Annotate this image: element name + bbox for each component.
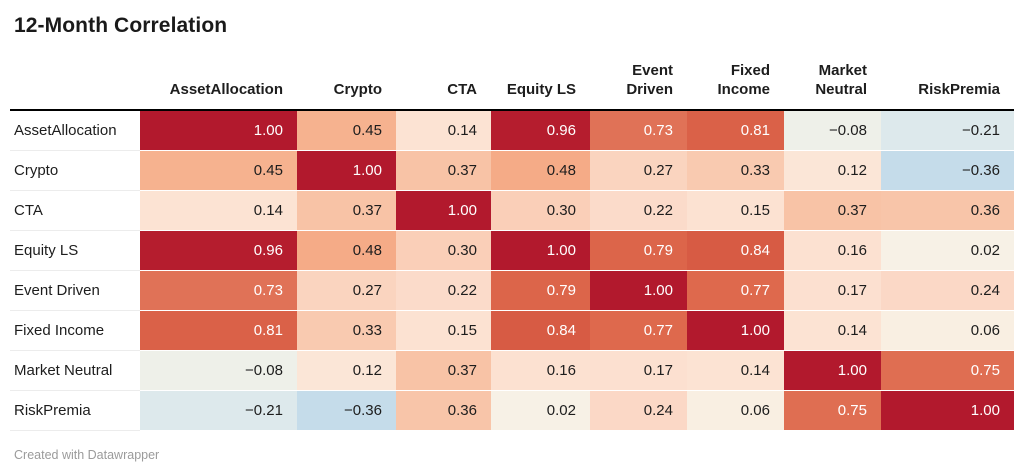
- matrix-cell: 0.17: [784, 270, 881, 311]
- table-row: Fixed Income 0.81 0.33 0.15 0.84 0.77 1.00 0.14…: [10, 310, 1014, 351]
- column-header: Market Neutral: [784, 52, 881, 111]
- table-row: Event Driven 0.73 0.27 0.22 0.79 1.00 0.77 0.17…: [10, 270, 1014, 311]
- table-row: Crypto 0.45 1.00 0.37 0.48 0.27 0.33 0.12 −0.36: [10, 150, 1014, 191]
- matrix-cell: 0.96: [140, 230, 297, 271]
- header-row: AssetAllocation Crypto CTA Equity LS Event D…: [10, 52, 1014, 111]
- matrix-cell: 0.45: [297, 110, 396, 151]
- matrix-cell: 0.75: [881, 350, 1014, 391]
- matrix-cell: 0.14: [396, 110, 491, 151]
- matrix-cell: 0.22: [396, 270, 491, 311]
- matrix-cell: 0.06: [881, 310, 1014, 351]
- matrix-cell: 1.00: [590, 270, 687, 311]
- matrix-cell: 0.36: [396, 390, 491, 431]
- table-body: AssetAllocation 1.00 0.45 0.14 0.96 0.73 0.81−…: [10, 110, 1014, 431]
- matrix-cell: −0.08: [140, 350, 297, 391]
- matrix-cell: 0.16: [784, 230, 881, 271]
- matrix-cell: 1.00: [396, 190, 491, 231]
- matrix-cell: 1.00: [784, 350, 881, 391]
- matrix-cell: 0.36: [881, 190, 1014, 231]
- matrix-cell: 0.14: [784, 310, 881, 351]
- matrix-cell: 0.33: [297, 310, 396, 351]
- matrix-cell: 0.75: [784, 390, 881, 431]
- page-title: 12-Month Correlation: [14, 14, 228, 37]
- column-header: AssetAllocation: [140, 52, 297, 111]
- table-row: Market Neutral −0.08 0.12 0.37 0.16 0.17 0.14 1…: [10, 350, 1014, 391]
- matrix-cell: 0.45: [140, 150, 297, 191]
- matrix-cell: 0.84: [491, 310, 590, 351]
- matrix-cell: 0.02: [491, 390, 590, 431]
- table-row: RiskPremia −0.21 −0.36 0.36 0.02 0.24 0.06 0.75…: [10, 390, 1014, 431]
- matrix-cell: 0.30: [491, 190, 590, 231]
- matrix-cell: 1.00: [140, 110, 297, 151]
- column-header: Crypto: [297, 52, 396, 111]
- matrix-cell: 0.77: [687, 270, 784, 311]
- matrix-cell: 0.96: [491, 110, 590, 151]
- matrix-cell: 0.30: [396, 230, 491, 271]
- matrix-cell: 0.79: [491, 270, 590, 311]
- column-header: Event Driven: [590, 52, 687, 111]
- matrix-cell: −0.21: [881, 110, 1014, 151]
- matrix-cell: −0.36: [881, 150, 1014, 191]
- matrix-cell: 0.77: [590, 310, 687, 351]
- matrix-cell: 0.14: [140, 190, 297, 231]
- column-header: Fixed Income: [687, 52, 784, 111]
- matrix-cell: 0.48: [297, 230, 396, 271]
- matrix-cell: 0.22: [590, 190, 687, 231]
- matrix-cell: 0.48: [491, 150, 590, 191]
- matrix-cell: 0.37: [784, 190, 881, 231]
- matrix-cell: 0.12: [297, 350, 396, 391]
- attribution-credit: Created with Datawrapper: [14, 447, 160, 462]
- matrix-cell: 0.81: [687, 110, 784, 151]
- matrix-cell: −0.08: [784, 110, 881, 151]
- matrix-cell: 1.00: [297, 150, 396, 191]
- row-label: Crypto: [10, 150, 140, 191]
- matrix-cell: 0.37: [396, 150, 491, 191]
- matrix-cell: 1.00: [687, 310, 784, 351]
- row-label: Market Neutral: [10, 350, 140, 391]
- matrix-cell: 0.14: [687, 350, 784, 391]
- matrix-cell: 1.00: [491, 230, 590, 271]
- matrix-cell: 0.24: [590, 390, 687, 431]
- table-header: AssetAllocation Crypto CTA Equity LS Event D…: [10, 52, 1014, 111]
- matrix-cell: 0.84: [687, 230, 784, 271]
- matrix-cell: 0.24: [881, 270, 1014, 311]
- row-label: AssetAllocation: [10, 110, 140, 151]
- matrix-cell: −0.36: [297, 390, 396, 431]
- matrix-cell: 0.06: [687, 390, 784, 431]
- matrix-cell: 0.27: [590, 150, 687, 191]
- matrix-cell: 0.33: [687, 150, 784, 191]
- matrix-cell: 1.00: [881, 390, 1014, 431]
- table-row: CTA 0.14 0.37 1.00 0.30 0.22 0.15 0.37 0.36: [10, 190, 1014, 231]
- matrix-cell: 0.73: [590, 110, 687, 151]
- row-label: Equity LS: [10, 230, 140, 271]
- matrix-cell: 0.37: [396, 350, 491, 391]
- row-label: Fixed Income: [10, 310, 140, 351]
- row-label: CTA: [10, 190, 140, 231]
- matrix-cell: 0.15: [687, 190, 784, 231]
- column-header: CTA: [396, 52, 491, 111]
- matrix-cell: 0.27: [297, 270, 396, 311]
- column-header: Equity LS: [491, 52, 590, 111]
- matrix-cell: 0.17: [590, 350, 687, 391]
- matrix-cell: 0.81: [140, 310, 297, 351]
- table-row: AssetAllocation 1.00 0.45 0.14 0.96 0.73 0.81−…: [10, 110, 1014, 151]
- correlation-heatmap-table: AssetAllocation Crypto CTA Equity LS Event D…: [10, 52, 1014, 431]
- matrix-cell: 0.37: [297, 190, 396, 231]
- table-row: Equity LS 0.96 0.48 0.30 1.00 0.79 0.84 0.16 0.0…: [10, 230, 1014, 271]
- matrix-cell: 0.79: [590, 230, 687, 271]
- matrix-cell: 0.02: [881, 230, 1014, 271]
- matrix-cell: 0.15: [396, 310, 491, 351]
- matrix-cell: −0.21: [140, 390, 297, 431]
- matrix-cell: 0.16: [491, 350, 590, 391]
- row-label: RiskPremia: [10, 390, 140, 431]
- matrix-cell: 0.73: [140, 270, 297, 311]
- matrix-cell: 0.12: [784, 150, 881, 191]
- column-header: RiskPremia: [881, 52, 1014, 111]
- corner-cell: [10, 52, 140, 111]
- row-label: Event Driven: [10, 270, 140, 311]
